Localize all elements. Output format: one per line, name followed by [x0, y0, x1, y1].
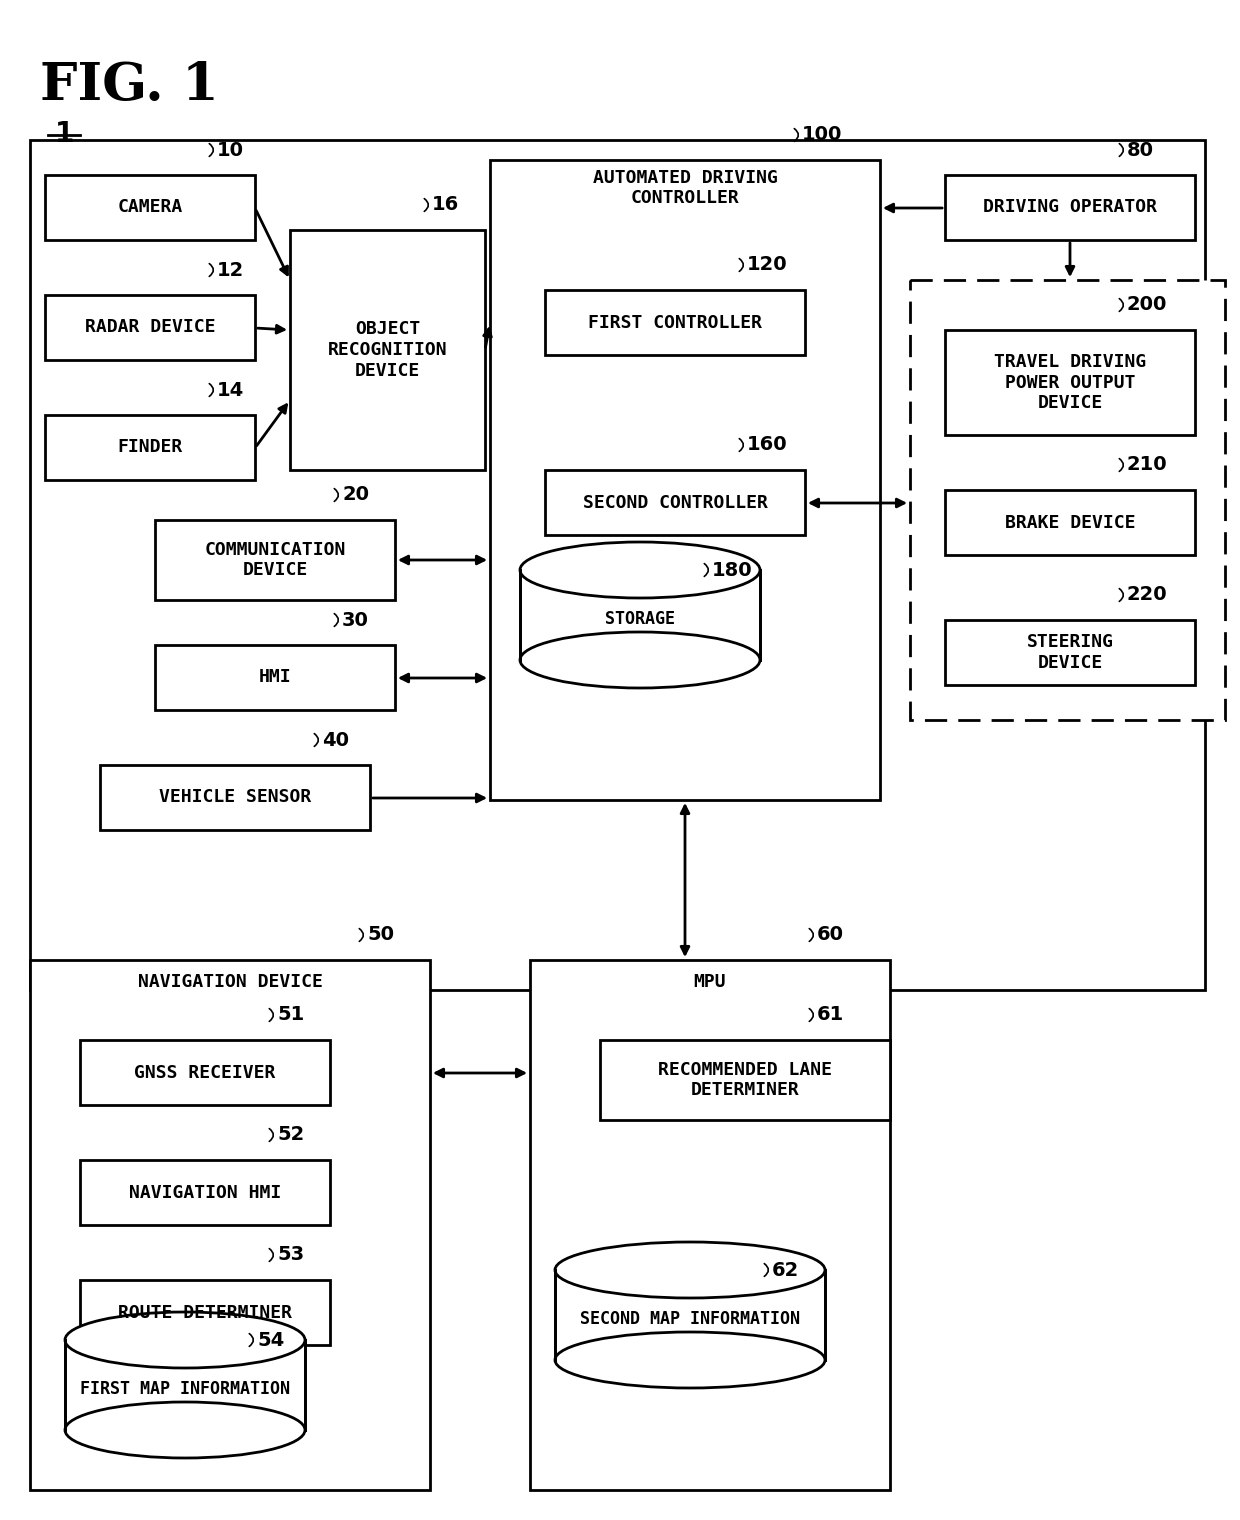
Ellipse shape [64, 1401, 305, 1458]
Text: RADAR DEVICE: RADAR DEVICE [84, 319, 216, 336]
Text: RECOMMENDED LANE
DETERMINER: RECOMMENDED LANE DETERMINER [658, 1061, 832, 1099]
Text: NAVIGATION DEVICE: NAVIGATION DEVICE [138, 973, 322, 991]
Text: 20: 20 [342, 485, 370, 505]
Text: 16: 16 [432, 196, 459, 214]
Bar [64, 1341, 305, 1430]
Bar [45, 175, 255, 240]
Text: FIRST CONTROLLER: FIRST CONTROLLER [588, 313, 763, 331]
Text: OBJECT
RECOGNITION
DEVICE: OBJECT RECOGNITION DEVICE [327, 321, 448, 380]
Bar [520, 570, 760, 660]
Bar [490, 160, 880, 800]
Text: FIRST MAP INFORMATION: FIRST MAP INFORMATION [81, 1380, 290, 1398]
Text: SECOND CONTROLLER: SECOND CONTROLLER [583, 494, 768, 512]
Text: 210: 210 [1127, 456, 1168, 474]
Bar [81, 1040, 330, 1105]
Text: 160: 160 [746, 436, 787, 454]
Bar [45, 295, 255, 360]
Text: 10: 10 [217, 140, 244, 160]
Text: 200: 200 [1127, 295, 1167, 315]
Text: 51: 51 [277, 1006, 304, 1024]
Bar [945, 620, 1195, 686]
Text: FINDER: FINDER [118, 438, 182, 456]
Bar [546, 470, 805, 535]
Bar [30, 140, 1205, 990]
Text: SECOND MAP INFORMATION: SECOND MAP INFORMATION [580, 1310, 800, 1328]
Text: 60: 60 [817, 926, 844, 944]
Bar [529, 961, 890, 1490]
Text: 12: 12 [217, 260, 244, 280]
Text: STORAGE: STORAGE [605, 611, 675, 628]
Text: STEERING
DEVICE: STEERING DEVICE [1027, 634, 1114, 672]
Bar [945, 330, 1195, 435]
Ellipse shape [556, 1332, 825, 1388]
Text: HMI: HMI [259, 669, 291, 687]
Text: 1: 1 [55, 120, 74, 147]
Text: MPU: MPU [693, 973, 727, 991]
Text: 40: 40 [322, 731, 348, 749]
Ellipse shape [556, 1242, 825, 1298]
Bar [155, 644, 396, 710]
Text: VEHICLE SENSOR: VEHICLE SENSOR [159, 789, 311, 807]
Text: 30: 30 [342, 611, 368, 629]
Bar [556, 1271, 825, 1360]
Bar [290, 230, 485, 470]
Text: 120: 120 [746, 255, 787, 275]
Ellipse shape [520, 632, 760, 689]
Bar [45, 415, 255, 480]
Text: 220: 220 [1127, 585, 1168, 605]
Ellipse shape [64, 1312, 305, 1368]
Text: 52: 52 [277, 1125, 304, 1145]
Text: 62: 62 [773, 1260, 800, 1280]
Text: ROUTE DETERMINER: ROUTE DETERMINER [118, 1304, 291, 1321]
Bar [600, 1040, 890, 1120]
Bar [910, 280, 1225, 720]
Text: 180: 180 [712, 561, 753, 579]
Text: FIG. 1: FIG. 1 [40, 59, 218, 111]
Bar [546, 290, 805, 356]
Bar [81, 1280, 330, 1345]
Text: 50: 50 [367, 926, 394, 944]
Text: GNSS RECEIVER: GNSS RECEIVER [134, 1064, 275, 1082]
Text: 80: 80 [1127, 140, 1154, 160]
Text: TRAVEL DRIVING
POWER OUTPUT
DEVICE: TRAVEL DRIVING POWER OUTPUT DEVICE [994, 353, 1146, 412]
Text: AUTOMATED DRIVING
CONTROLLER: AUTOMATED DRIVING CONTROLLER [593, 169, 777, 207]
Bar [155, 520, 396, 600]
Text: COMMUNICATION
DEVICE: COMMUNICATION DEVICE [205, 541, 346, 579]
Text: BRAKE DEVICE: BRAKE DEVICE [1004, 514, 1136, 532]
Ellipse shape [520, 543, 760, 597]
Bar [30, 961, 430, 1490]
Text: DRIVING OPERATOR: DRIVING OPERATOR [983, 199, 1157, 216]
Text: 61: 61 [817, 1006, 844, 1024]
Bar [100, 765, 370, 830]
Text: CAMERA: CAMERA [118, 199, 182, 216]
Text: 54: 54 [257, 1330, 284, 1350]
Bar [945, 175, 1195, 240]
Text: NAVIGATION HMI: NAVIGATION HMI [129, 1184, 281, 1201]
Bar [81, 1160, 330, 1225]
Text: 14: 14 [217, 380, 244, 400]
Text: 100: 100 [802, 126, 842, 144]
Text: 53: 53 [277, 1245, 304, 1265]
Bar [945, 489, 1195, 555]
